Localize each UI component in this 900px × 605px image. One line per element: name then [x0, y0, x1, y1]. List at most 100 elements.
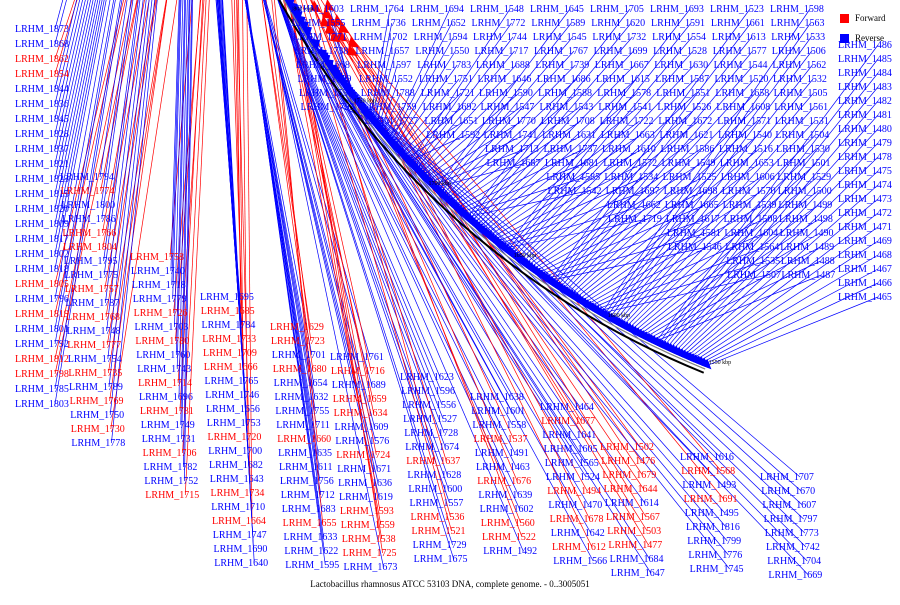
gene-label[interactable]: LRHM_1823 — [15, 174, 69, 185]
gene-label[interactable]: LRHM_1698 — [664, 186, 718, 197]
gene-label[interactable]: LRHM_1651 — [424, 116, 478, 127]
gene-label[interactable]: LRHM_1685 — [201, 306, 255, 317]
gene-label[interactable]: LRHM_1562 — [772, 60, 826, 71]
gene-label[interactable]: LRHM_1673 — [344, 562, 398, 573]
gene-label[interactable]: LRHM_1523 — [710, 4, 764, 15]
gene-label[interactable]: LRHM_1792 — [15, 339, 69, 350]
gene-label[interactable]: LRHM_1505 — [774, 88, 828, 99]
gene-label[interactable]: LRHM_1565 — [545, 458, 599, 469]
gene-label[interactable]: LRHM_1504 — [775, 130, 829, 141]
gene-label[interactable]: LRHM_1492 — [483, 546, 537, 557]
gene-label[interactable]: LRHM_1501 — [777, 158, 831, 169]
gene-label[interactable]: LRHM_1564 — [725, 242, 779, 253]
gene-label[interactable]: LRHM_1753 — [207, 418, 261, 429]
gene-label[interactable]: LRHM_1740 — [131, 266, 185, 277]
gene-label[interactable]: LRHM_1608 — [716, 102, 770, 113]
gene-label[interactable]: LRHM_1644 — [604, 484, 658, 495]
gene-label[interactable]: LRHM_1529 — [777, 172, 831, 183]
gene-label[interactable]: LRHM_1689 — [332, 380, 386, 391]
gene-label[interactable]: LRHM_1585 — [546, 172, 600, 183]
gene-label[interactable]: LRHM_1737 — [544, 144, 598, 155]
gene-label[interactable]: LRHM_1586 — [661, 144, 715, 155]
gene-label[interactable]: LRHM_1681 — [545, 158, 599, 169]
gene-label[interactable]: LRHM_1489 — [780, 242, 834, 253]
gene-label[interactable]: LRHM_1516 — [719, 144, 773, 155]
gene-label[interactable]: LRHM_1688 — [476, 60, 530, 71]
gene-label[interactable]: LRHM_1495 — [685, 508, 739, 519]
gene-label[interactable]: LRHM_1812 — [15, 354, 69, 365]
gene-label[interactable]: LRHM_1525 — [663, 172, 717, 183]
gene-label[interactable]: LRHM_1488 — [781, 256, 835, 267]
gene-label[interactable]: LRHM_1707 — [760, 472, 814, 483]
gene-label[interactable]: LRHM_1725 — [343, 548, 397, 559]
gene-label[interactable]: LRHM_1541 — [598, 102, 652, 113]
gene-label[interactable]: LRHM_1752 — [144, 476, 198, 487]
gene-label[interactable]: LRHM_1761 — [330, 352, 384, 363]
gene-label[interactable]: LRHM_1619 — [339, 492, 393, 503]
gene-label[interactable]: LRHM_1772 — [472, 18, 526, 29]
gene-label[interactable]: LRHM_1672 — [658, 116, 712, 127]
gene-label[interactable]: LRHM_1609 — [335, 422, 389, 433]
gene-label[interactable]: LRHM_1819 — [15, 309, 69, 320]
gene-label[interactable]: LRHM_1476 — [601, 456, 655, 467]
gene-label[interactable]: LRHM_1660 — [277, 434, 331, 445]
gene-label[interactable]: LRHM_1680 — [273, 364, 327, 375]
gene-label[interactable]: LRHM_1478 — [838, 152, 892, 163]
gene-label[interactable]: LRHM_1470 — [548, 500, 602, 511]
gene-label[interactable]: LRHM_1563 — [771, 18, 825, 29]
gene-label[interactable]: LRHM_1735 — [68, 368, 122, 379]
gene-label[interactable]: LRHM_1795 — [64, 256, 118, 267]
gene-label[interactable]: LRHM_1486 — [838, 40, 892, 51]
gene-label[interactable]: LRHM_1716 — [331, 366, 385, 377]
gene-label[interactable]: LRHM_1705 — [590, 4, 644, 15]
gene-label[interactable]: LRHM_1759 — [363, 102, 417, 113]
gene-label[interactable]: LRHM_1473 — [838, 194, 892, 205]
gene-label[interactable]: LRHM_1742 — [766, 542, 820, 553]
gene-label[interactable]: LRHM_1726 — [134, 308, 188, 319]
gene-label[interactable]: LRHM_1466 — [838, 278, 892, 289]
gene-label[interactable]: LRHM_1629 — [270, 322, 324, 333]
gene-label[interactable]: LRHM_1787 — [65, 298, 119, 309]
gene-label[interactable]: LRHM_1666 — [204, 362, 258, 373]
gene-label[interactable]: LRHM_1506 — [772, 46, 826, 57]
gene-label[interactable]: LRHM_1684 — [610, 554, 664, 565]
gene-label[interactable]: LRHM_1521 — [412, 526, 466, 537]
gene-label[interactable]: LRHM_1535 — [726, 256, 780, 267]
gene-label[interactable]: LRHM_1532 — [773, 74, 827, 85]
gene-label[interactable]: LRHM_1544 — [714, 60, 768, 71]
gene-label[interactable]: LRHM_1522 — [482, 532, 536, 543]
gene-label[interactable]: LRHM_1567 — [606, 512, 660, 523]
gene-label[interactable]: LRHM_1802 — [15, 249, 69, 260]
gene-label[interactable]: LRHM_1634 — [334, 408, 388, 419]
gene-label[interactable]: LRHM_1475 — [838, 166, 892, 177]
gene-label[interactable]: LRHM_1553 — [299, 88, 353, 99]
gene-label[interactable]: LRHM_1637 — [406, 456, 460, 467]
gene-label[interactable]: LRHM_1632 — [275, 392, 329, 403]
gene-label[interactable]: LRHM_1631 — [542, 130, 596, 141]
gene-label[interactable]: LRHM_1783 — [417, 60, 471, 71]
gene-label[interactable]: LRHM_1471 — [838, 222, 892, 233]
gene-label[interactable]: LRHM_1732 — [592, 32, 646, 43]
gene-label[interactable]: LRHM_1592 — [426, 130, 480, 141]
gene-label[interactable]: LRHM_1670 — [761, 486, 815, 497]
gene-label[interactable]: LRHM_1702 — [354, 32, 408, 43]
gene-label[interactable]: LRHM_1614 — [605, 498, 659, 509]
gene-label[interactable]: LRHM_1602 — [480, 504, 534, 515]
gene-label[interactable]: LRHM_1531 — [775, 116, 829, 127]
gene-label[interactable]: LRHM_1520 — [715, 74, 769, 85]
gene-label[interactable]: LRHM_1699 — [594, 46, 648, 57]
gene-label[interactable]: LRHM_1469 — [838, 236, 892, 247]
gene-label[interactable]: LRHM_1641 — [542, 430, 596, 441]
gene-label[interactable]: LRHM_1527 — [403, 414, 457, 425]
gene-label[interactable]: LRHM_1714 — [138, 378, 192, 389]
gene-label[interactable]: LRHM_1494 — [547, 486, 601, 497]
gene-label[interactable]: LRHM_1665 — [665, 200, 719, 211]
gene-label[interactable]: LRHM_1774 — [61, 186, 115, 197]
gene-label[interactable]: LRHM_1692 — [423, 102, 477, 113]
gene-label[interactable]: LRHM_1658 — [715, 88, 769, 99]
gene-label[interactable]: LRHM_1668 — [296, 60, 350, 71]
gene-label[interactable]: LRHM_1845 — [15, 114, 69, 125]
gene-label[interactable]: LRHM_1784 — [202, 320, 256, 331]
gene-label[interactable]: LRHM_1498 — [779, 214, 833, 225]
gene-label[interactable]: LRHM_1779 — [133, 294, 187, 305]
